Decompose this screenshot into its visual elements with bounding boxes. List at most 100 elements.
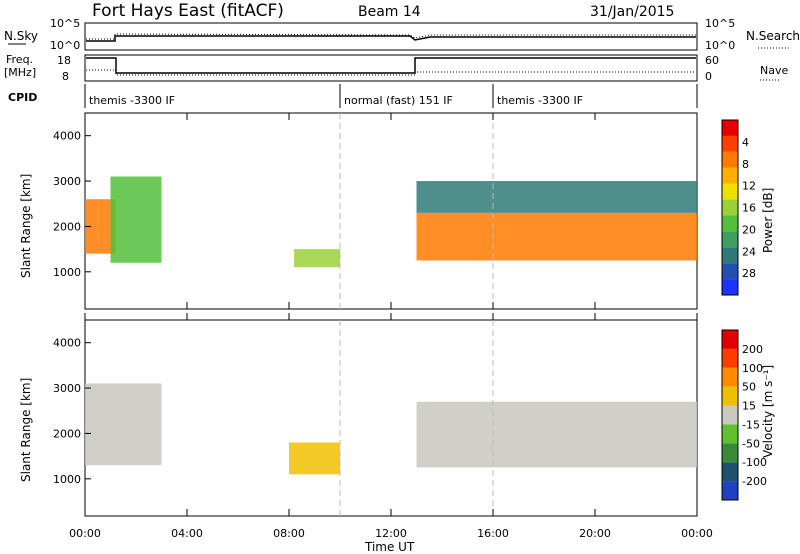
data-region-1 xyxy=(289,442,340,475)
power-panel xyxy=(84,112,698,310)
colorbar-swatch-4 xyxy=(722,405,738,425)
colorbar-swatch-2 xyxy=(722,247,738,264)
colorbar-tick-3: 16 xyxy=(742,202,756,215)
colorbar-swatch-3 xyxy=(722,231,738,248)
ytick-label-0: 1000 xyxy=(53,266,81,279)
colorbar-swatch-0 xyxy=(722,481,738,500)
colorbar-swatch-7 xyxy=(722,348,738,368)
freq-tick-high: 18 xyxy=(57,54,71,67)
nsky-tick-low: 10^0 xyxy=(50,39,80,52)
nsearch-tick-high: 10^5 xyxy=(705,17,735,30)
colorbar-tick-4: -15 xyxy=(742,418,760,431)
colorbar-swatch-9 xyxy=(722,135,738,152)
colorbar-swatch-7 xyxy=(722,167,738,184)
cpid-segment-0: themis -3300 IF xyxy=(89,94,175,107)
colorbar-swatch-6 xyxy=(722,183,738,200)
xtick-label-4: 16:00 xyxy=(477,527,509,540)
freq-tick-low: 8 xyxy=(62,70,69,83)
colorbar-frame xyxy=(721,329,739,501)
cpid-labels: themis -3300 IF normal (fast) 151 IF themi… xyxy=(89,84,583,108)
freq-panel: Freq. [MHz] 18 8 60 0 Nave xyxy=(4,53,788,83)
colorbar-tick-1: 8 xyxy=(742,158,749,171)
colorbar-tick-4: 20 xyxy=(742,223,756,236)
colorbar-tick-0: 4 xyxy=(742,136,749,149)
colorbar-tick-7: -200 xyxy=(742,475,767,488)
colorbar-swatch-8 xyxy=(722,330,738,349)
beam-label: Beam 14 xyxy=(358,4,421,20)
cpid-label: CPID xyxy=(8,91,37,104)
nsky-tick-high: 10^5 xyxy=(50,17,80,30)
colorbar-swatch-0 xyxy=(722,279,738,295)
power-colorbar-label: Power [dB] xyxy=(761,188,775,253)
power-ylabel: Slant Range [km] xyxy=(19,174,33,278)
velocity-panel xyxy=(84,319,698,517)
colorbar-tick-2: 12 xyxy=(742,180,756,193)
cpid-segment-2: themis -3300 IF xyxy=(497,94,583,107)
nave-tick-low: 0 xyxy=(705,70,712,83)
colorbar-tick-2: 50 xyxy=(742,381,756,394)
power-marks xyxy=(85,113,697,309)
xlabel: Time UT xyxy=(364,540,415,554)
freq-label: Freq. xyxy=(6,53,33,66)
ytick-label-0: 1000 xyxy=(53,473,81,486)
colorbar-tick-6: 28 xyxy=(742,267,756,280)
colorbar-tick-5: -50 xyxy=(742,437,760,450)
power-yticks: 1000 2000 3000 4000 xyxy=(53,130,91,279)
nsearch-tick-low: 10^0 xyxy=(705,39,735,52)
colorbar-swatch-4 xyxy=(722,215,738,232)
colorbar-swatch-5 xyxy=(722,199,738,216)
data-region-3 xyxy=(416,212,697,261)
xtick-label-6: 00:00 xyxy=(681,527,713,540)
colorbar-tick-0: 200 xyxy=(742,343,763,356)
velocity-marks xyxy=(85,320,697,516)
colorbar-tick-1: 100 xyxy=(742,362,763,375)
ytick-label-2: 3000 xyxy=(53,175,81,188)
colorbar-tick-3: 15 xyxy=(742,400,756,413)
power-colorbar: 4 8 12 16 20 24 28 xyxy=(721,119,756,296)
xtick-label-2: 08:00 xyxy=(273,527,305,540)
colorbar-swatch-10 xyxy=(722,120,738,136)
data-region-2 xyxy=(294,249,340,268)
ytick-label-2: 3000 xyxy=(53,382,81,395)
velocity-colorbar: 200 100 50 15 -15 -50 -100 -200 xyxy=(721,329,767,501)
colorbar-swatch-1 xyxy=(722,462,738,482)
colorbar-tick-5: 24 xyxy=(742,245,756,258)
cpid-segment-1: normal (fast) 151 IF xyxy=(344,94,453,107)
velocity-yticks: 1000 2000 3000 4000 xyxy=(53,337,91,486)
colorbar-tick-6: -100 xyxy=(742,456,767,469)
colorbar-swatch-8 xyxy=(722,151,738,168)
freq-unit-label: [MHz] xyxy=(4,66,36,79)
velocity-ylabel: Slant Range [km] xyxy=(19,378,33,482)
xtick-label-3: 12:00 xyxy=(375,527,407,540)
xtick-label-1: 04:00 xyxy=(171,527,203,540)
station-title: Fort Hays East (fitACF) xyxy=(92,1,284,21)
data-region-0 xyxy=(85,383,162,466)
nsearch-label: N.Search xyxy=(746,29,800,43)
data-region-2 xyxy=(416,401,697,468)
ytick-label-1: 2000 xyxy=(53,427,81,440)
colorbar-swatch-1 xyxy=(722,263,738,280)
colorbar-frame xyxy=(721,119,739,296)
xticks: 00:00 04:00 08:00 12:00 16:00 20:00 00:00 xyxy=(69,113,713,540)
xtick-label-0: 00:00 xyxy=(69,527,101,540)
data-region-4 xyxy=(416,181,697,213)
colorbar-swatch-6 xyxy=(722,367,738,387)
xtick-label-5: 20:00 xyxy=(579,527,611,540)
nsky-label: N.Sky xyxy=(4,29,38,43)
data-region-1 xyxy=(110,176,162,263)
date-label: 31/Jan/2015 xyxy=(590,4,674,20)
nave-tick-high: 60 xyxy=(705,54,719,67)
cpid-row: CPID xyxy=(8,84,698,108)
nave-trace xyxy=(86,69,696,76)
colorbar-swatch-2 xyxy=(722,443,738,463)
ytick-label-3: 4000 xyxy=(53,337,81,350)
ytick-label-3: 4000 xyxy=(53,130,81,143)
freq-trace xyxy=(86,57,696,74)
velocity-colorbar-label: Velocity [m s⁻¹] xyxy=(761,365,775,458)
ytick-label-1: 2000 xyxy=(53,220,81,233)
nave-label: Nave xyxy=(760,64,788,77)
nsky-panel: N.Sky 10^5 10^0 10^5 10^0 N.Search xyxy=(4,17,800,52)
colorbar-swatch-5 xyxy=(722,386,738,406)
colorbar-swatch-3 xyxy=(722,424,738,444)
